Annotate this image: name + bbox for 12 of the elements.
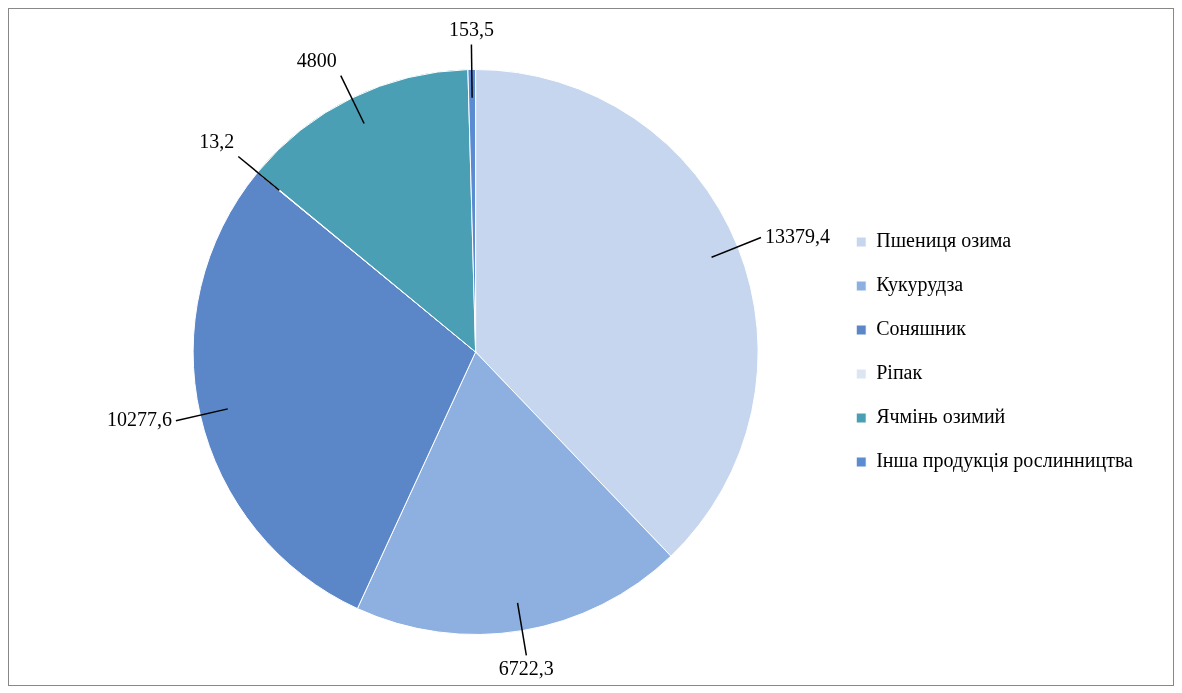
data-label: 13379,4 xyxy=(764,224,830,247)
legend-label: Соняшник xyxy=(876,317,967,340)
data-label: 6722,3 xyxy=(498,656,554,679)
legend-label: Кукурудза xyxy=(876,273,964,297)
legend-label: Ріпак xyxy=(876,361,923,384)
legend-label: Пшениця озима xyxy=(876,229,1012,253)
data-label: 153,5 xyxy=(448,17,494,40)
legend-label: Інша продукція рослинництва xyxy=(876,449,1134,473)
data-label: 4800 xyxy=(296,48,337,71)
data-label: 10277,6 xyxy=(106,408,172,431)
data-label: 13,2 xyxy=(199,129,235,152)
legend-label: Ячмінь озимий xyxy=(876,405,1006,428)
